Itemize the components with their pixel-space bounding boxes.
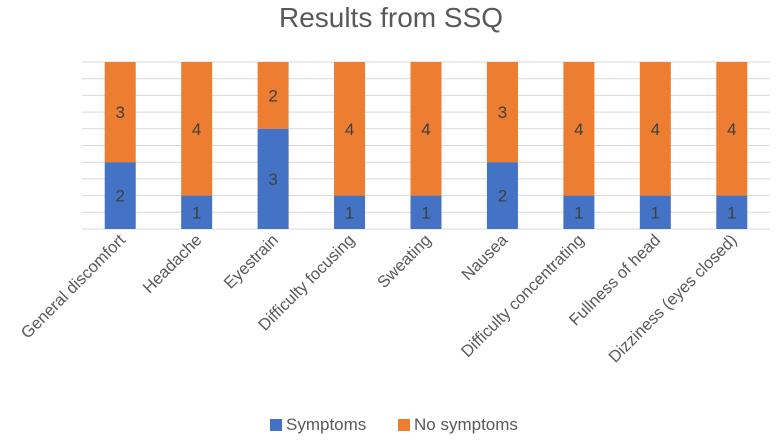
data-label-no-symptoms-1: 4 <box>192 120 201 139</box>
legend-swatch-no-symptoms <box>398 419 410 431</box>
legend-label-symptoms[interactable]: Symptoms <box>286 415 366 434</box>
data-label-symptoms-3: 1 <box>345 203 354 222</box>
data-label-no-symptoms-7: 4 <box>651 120 660 139</box>
x-tick-label-2: Eyestrain <box>221 231 282 292</box>
data-label-symptoms-7: 1 <box>651 203 660 222</box>
bar-no-symptoms-4 <box>410 62 442 196</box>
data-label-no-symptoms-8: 4 <box>727 120 736 139</box>
bar-symptoms-0 <box>104 162 136 229</box>
data-label-symptoms-5: 2 <box>498 187 507 206</box>
x-tick-label-5: Nausea <box>458 231 512 285</box>
data-label-symptoms-6: 1 <box>574 203 583 222</box>
x-tick-label-4: Sweating <box>374 231 435 292</box>
bar-symptoms-4 <box>410 195 442 229</box>
x-tick-label-0: General discomfort <box>18 231 130 343</box>
x-tick-label-8: Dizziness (eyes closed) <box>605 231 740 366</box>
bar-no-symptoms-2 <box>257 62 289 129</box>
bar-no-symptoms-5 <box>486 62 518 163</box>
bar-no-symptoms-6 <box>563 62 595 196</box>
bar-symptoms-3 <box>334 195 366 229</box>
bar-symptoms-8 <box>716 195 748 229</box>
legend-label-no-symptoms[interactable]: No symptoms <box>414 415 518 434</box>
x-axis-tick-labels: General discomfort Headache Eyestrain Diffi… <box>18 231 741 367</box>
bars <box>104 62 748 229</box>
data-label-symptoms-2: 3 <box>268 170 277 189</box>
data-label-no-symptoms-5: 3 <box>498 103 507 122</box>
legend[interactable]: Symptoms No symptoms <box>270 415 518 434</box>
bar-symptoms-6 <box>563 195 595 229</box>
bar-no-symptoms-7 <box>639 62 671 196</box>
bar-no-symptoms-3 <box>334 62 366 196</box>
data-label-symptoms-8: 1 <box>727 203 736 222</box>
data-label-no-symptoms-4: 4 <box>421 120 430 139</box>
data-labels: 2 3 1 4 3 2 1 4 1 4 2 3 1 4 1 4 1 4 <box>115 87 736 223</box>
data-label-no-symptoms-6: 4 <box>574 120 583 139</box>
chart-title: Results from SSQ <box>279 2 503 33</box>
bar-symptoms-7 <box>639 195 671 229</box>
data-label-no-symptoms-3: 4 <box>345 120 354 139</box>
bar-no-symptoms-8 <box>716 62 748 196</box>
bar-symptoms-2 <box>257 128 289 229</box>
data-label-no-symptoms-0: 3 <box>115 103 124 122</box>
bar-no-symptoms-1 <box>181 62 213 196</box>
x-tick-label-1: Headache <box>140 231 206 297</box>
bar-no-symptoms-0 <box>104 62 136 163</box>
data-label-symptoms-4: 1 <box>421 203 430 222</box>
data-label-symptoms-1: 1 <box>192 203 201 222</box>
data-label-no-symptoms-2: 2 <box>268 87 277 106</box>
bar-symptoms-5 <box>486 162 518 229</box>
bar-symptoms-1 <box>181 195 213 229</box>
data-label-symptoms-0: 2 <box>115 187 124 206</box>
x-tick-label-6: Difficulty concentrating <box>458 231 588 361</box>
legend-swatch-symptoms <box>270 419 282 431</box>
